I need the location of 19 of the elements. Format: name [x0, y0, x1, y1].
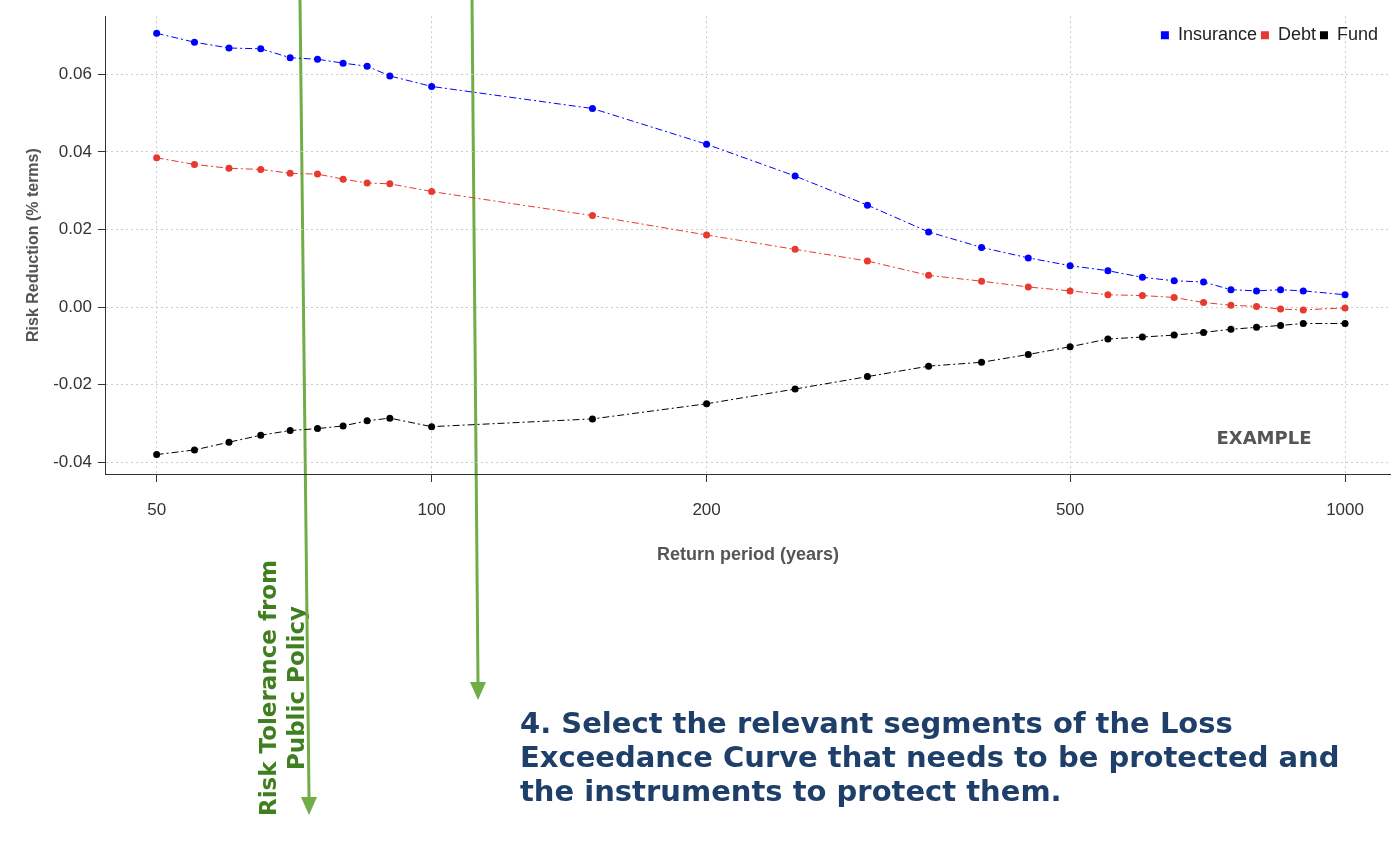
legend-label: Debt	[1277, 24, 1316, 45]
text: Risk Tolerance from Public Policy	[254, 558, 310, 819]
annotation: EXAMPLE	[1216, 426, 1312, 448]
y-axis-title: Risk Reduction (% terms)	[24, 148, 42, 343]
y-tick-label: 0.04	[58, 141, 92, 161]
y-tick-label: -0.02	[53, 374, 92, 394]
x-tick-label: 50	[147, 499, 167, 519]
legend-label: Insurance	[1177, 24, 1257, 45]
y-tick-label: 0.02	[58, 219, 92, 239]
x-axis-title: Return period (years)	[656, 544, 839, 565]
legend-label: Fund	[1336, 24, 1378, 45]
text: 4. Select the relevant segments of the Loss Exceedance Curve that needs to be protected and the instruments to protect them.	[520, 706, 1341, 808]
y-tick-label: 0.06	[58, 64, 92, 84]
x-tick-label: 500	[1055, 499, 1085, 519]
x-tick-label: 200	[692, 499, 721, 519]
y-tick-label: 0.00	[58, 296, 92, 316]
x-tick-label: 1000	[1326, 499, 1364, 519]
y-tick-label: -0.04	[53, 452, 92, 472]
x-tick-label: 100	[417, 499, 446, 519]
